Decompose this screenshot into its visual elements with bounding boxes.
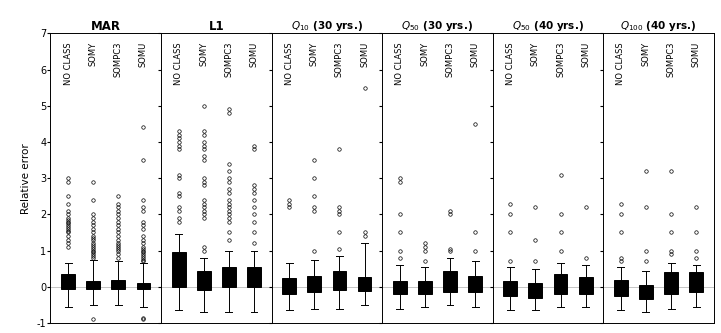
Text: SOMU: SOMU	[249, 42, 259, 67]
PathPatch shape	[689, 272, 703, 292]
Text: NO CLASS: NO CLASS	[63, 42, 73, 85]
Text: SOMY: SOMY	[89, 42, 97, 66]
Title: MAR: MAR	[91, 20, 120, 33]
PathPatch shape	[112, 279, 125, 289]
Text: NO CLASS: NO CLASS	[174, 42, 183, 85]
Text: SOMU: SOMU	[471, 42, 479, 67]
Text: NO CLASS: NO CLASS	[285, 42, 293, 85]
PathPatch shape	[393, 281, 407, 294]
PathPatch shape	[332, 270, 346, 290]
Title: $Q_{50}$ (40 yrs.): $Q_{50}$ (40 yrs.)	[512, 19, 584, 33]
PathPatch shape	[664, 272, 678, 294]
PathPatch shape	[503, 281, 517, 296]
PathPatch shape	[222, 267, 236, 287]
Text: SOMPC3: SOMPC3	[446, 42, 454, 78]
PathPatch shape	[639, 285, 653, 299]
Title: $Q_{100}$ (40 yrs.): $Q_{100}$ (40 yrs.)	[620, 19, 696, 33]
PathPatch shape	[197, 270, 211, 290]
Text: SOMY: SOMY	[199, 42, 208, 66]
PathPatch shape	[579, 277, 593, 294]
PathPatch shape	[247, 267, 261, 287]
Text: NO CLASS: NO CLASS	[505, 42, 515, 85]
Text: SOMY: SOMY	[420, 42, 429, 66]
Text: SOMPC3: SOMPC3	[114, 42, 123, 78]
PathPatch shape	[443, 270, 457, 292]
Title: $Q_{50}$ (30 yrs.): $Q_{50}$ (30 yrs.)	[402, 19, 474, 33]
Title: L1: L1	[208, 20, 224, 33]
Text: NO CLASS: NO CLASS	[395, 42, 404, 85]
Text: SOMPC3: SOMPC3	[224, 42, 234, 78]
Text: NO CLASS: NO CLASS	[616, 42, 625, 85]
PathPatch shape	[528, 283, 542, 298]
Text: SOMPC3: SOMPC3	[335, 42, 344, 78]
PathPatch shape	[87, 281, 100, 289]
PathPatch shape	[136, 283, 151, 289]
Text: SOMU: SOMU	[360, 42, 369, 67]
Text: SOMY: SOMY	[531, 42, 540, 66]
PathPatch shape	[358, 277, 371, 291]
Text: SOMPC3: SOMPC3	[556, 42, 565, 78]
Text: SOMY: SOMY	[310, 42, 319, 66]
PathPatch shape	[61, 274, 75, 289]
Text: SOMU: SOMU	[581, 42, 590, 67]
PathPatch shape	[307, 276, 321, 292]
PathPatch shape	[614, 279, 628, 296]
PathPatch shape	[554, 274, 567, 294]
PathPatch shape	[282, 278, 296, 294]
Text: SOMY: SOMY	[642, 42, 650, 66]
Title: $Q_{10}$ (30 yrs.): $Q_{10}$ (30 yrs.)	[291, 19, 363, 33]
Text: SOMU: SOMU	[691, 42, 701, 67]
Text: SOMPC3: SOMPC3	[667, 42, 676, 78]
PathPatch shape	[172, 252, 185, 287]
PathPatch shape	[418, 281, 432, 294]
PathPatch shape	[468, 276, 482, 292]
Text: SOMU: SOMU	[139, 42, 148, 67]
Y-axis label: Relative error: Relative error	[21, 143, 31, 213]
